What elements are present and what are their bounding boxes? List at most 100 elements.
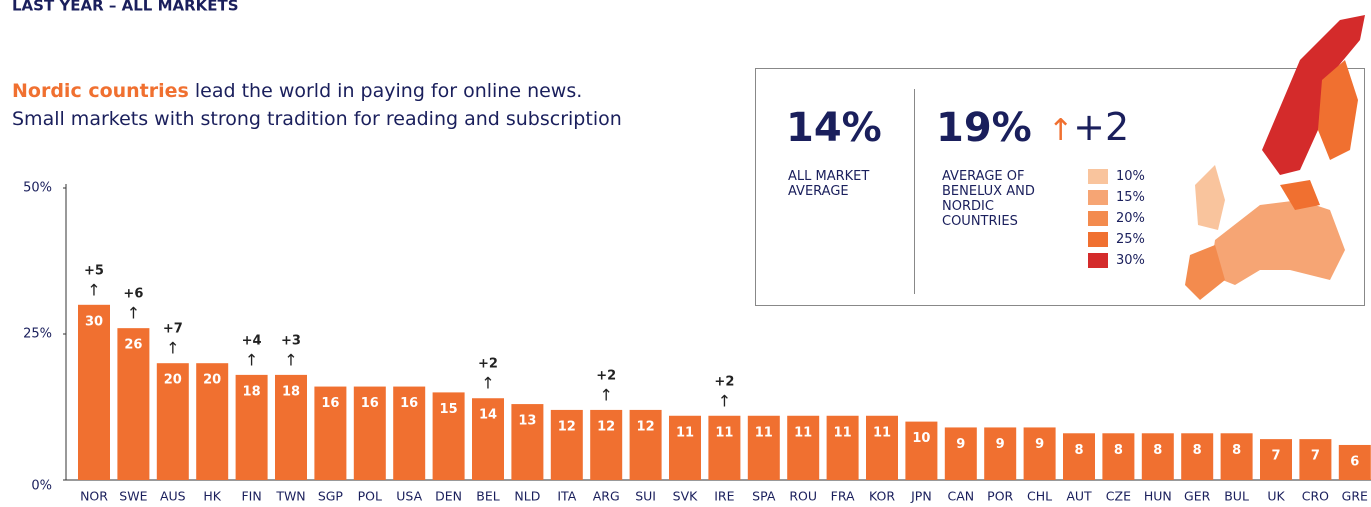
legend-item: 20% [1088, 211, 1145, 226]
value-label: 16 [361, 396, 379, 411]
value-label: 11 [676, 425, 694, 440]
value-label: 12 [637, 419, 655, 434]
arrow: ↑ [166, 339, 179, 358]
bar [196, 363, 229, 480]
value-label: 11 [715, 425, 733, 440]
bar [353, 386, 386, 480]
bar [1023, 427, 1056, 480]
y-tick-label: 0% [31, 479, 52, 494]
bar [1338, 444, 1371, 480]
bar [708, 415, 741, 480]
legend-label: 25% [1116, 232, 1145, 247]
value-label: 8 [1193, 443, 1202, 458]
x-tick-label: UK [1267, 489, 1285, 504]
change-label: +5 [84, 263, 104, 278]
x-tick-label: BUL [1224, 489, 1249, 504]
value-label: 11 [834, 425, 852, 440]
legend-swatch [1088, 232, 1108, 247]
value-label: 8 [1232, 443, 1241, 458]
bar [78, 304, 110, 480]
legend-label: 20% [1116, 211, 1145, 226]
change-label: +4 [242, 333, 262, 348]
y-tick-label: 25% [23, 327, 52, 342]
x-tick-label: GER [1184, 489, 1211, 504]
bar [1141, 433, 1174, 480]
value-label: 16 [400, 396, 418, 411]
value-label: 8 [1074, 443, 1083, 458]
value-label: 6 [1350, 454, 1359, 469]
change-label: +6 [123, 287, 143, 302]
bar [669, 415, 701, 480]
legend-item: 10% [1088, 169, 1145, 184]
x-tick-label: JPN [910, 489, 932, 504]
legend-swatch [1088, 211, 1108, 226]
arrow: ↑ [481, 374, 494, 393]
x-tick-label: NLD [514, 489, 540, 504]
arrow: ↑ [245, 350, 258, 369]
x-tick-label: POR [987, 489, 1013, 504]
nordic-change-wrap: ↑+2 [1048, 105, 1129, 149]
x-tick-label: SVK [673, 489, 698, 504]
value-label: 10 [912, 431, 930, 446]
bar [511, 404, 544, 480]
bar [550, 409, 583, 480]
bar [156, 363, 189, 480]
x-tick-label: ITA [557, 489, 576, 504]
value-label: 18 [243, 384, 261, 399]
value-label: 16 [321, 396, 339, 411]
change-label: +3 [281, 333, 301, 348]
x-tick-label: SGP [318, 489, 344, 504]
legend-swatch [1088, 253, 1108, 268]
x-tick-label: FRA [831, 489, 855, 504]
x-tick-label: CZE [1106, 489, 1131, 504]
bar [235, 374, 268, 480]
bar [747, 415, 780, 480]
legend-swatch [1088, 190, 1108, 205]
legend-item: 15% [1088, 190, 1145, 205]
value-label: 26 [124, 338, 142, 353]
x-tick-label: SUI [635, 489, 656, 504]
value-label: 8 [1153, 443, 1162, 458]
value-label: 18 [282, 384, 300, 399]
callout-box: 14% ALL MARKET AVERAGE 19% ↑+2 AVERAGE O… [755, 68, 1365, 306]
value-label: 9 [1035, 437, 1044, 452]
value-label: 9 [996, 437, 1005, 452]
bar [629, 409, 662, 480]
change-label: +2 [478, 357, 498, 372]
legend-swatch [1088, 169, 1108, 184]
bar [944, 427, 977, 480]
value-label: 8 [1114, 443, 1123, 458]
bar [432, 392, 465, 480]
x-tick-label: GRE [1342, 489, 1368, 504]
bar [590, 409, 623, 480]
x-tick-label: ROU [789, 489, 817, 504]
all-label: ALL MARKET AVERAGE [788, 169, 870, 199]
legend-item: 30% [1088, 253, 1145, 268]
arrow: ↑ [284, 350, 297, 369]
arrow: ↑ [87, 280, 100, 299]
arrow: ↑ [1048, 113, 1074, 148]
nordic-label: AVERAGE OF BENELUX AND NORDIC COUNTRIES [942, 169, 1035, 229]
value-label: 20 [203, 373, 221, 388]
x-tick-label: DEN [435, 489, 462, 504]
x-tick-label: HUN [1144, 489, 1172, 504]
change-label: +7 [163, 322, 183, 337]
change-label: +2 [596, 368, 616, 383]
change-label: +2 [714, 374, 734, 389]
x-tick-label: IRE [714, 489, 734, 504]
value-label: 13 [518, 414, 536, 429]
x-tick-label: TWN [275, 489, 305, 504]
x-tick-label: NOR [80, 489, 108, 504]
bar [1260, 439, 1292, 480]
legend-item: 25% [1088, 232, 1145, 247]
value-label: 12 [597, 419, 615, 434]
bar [1181, 433, 1214, 480]
x-tick-label: SWE [119, 489, 147, 504]
x-tick-label: CAN [947, 489, 974, 504]
arrow: ↑ [599, 385, 612, 404]
value-label: 20 [164, 373, 182, 388]
x-tick-label: CRO [1302, 489, 1329, 504]
bar [1102, 433, 1135, 480]
